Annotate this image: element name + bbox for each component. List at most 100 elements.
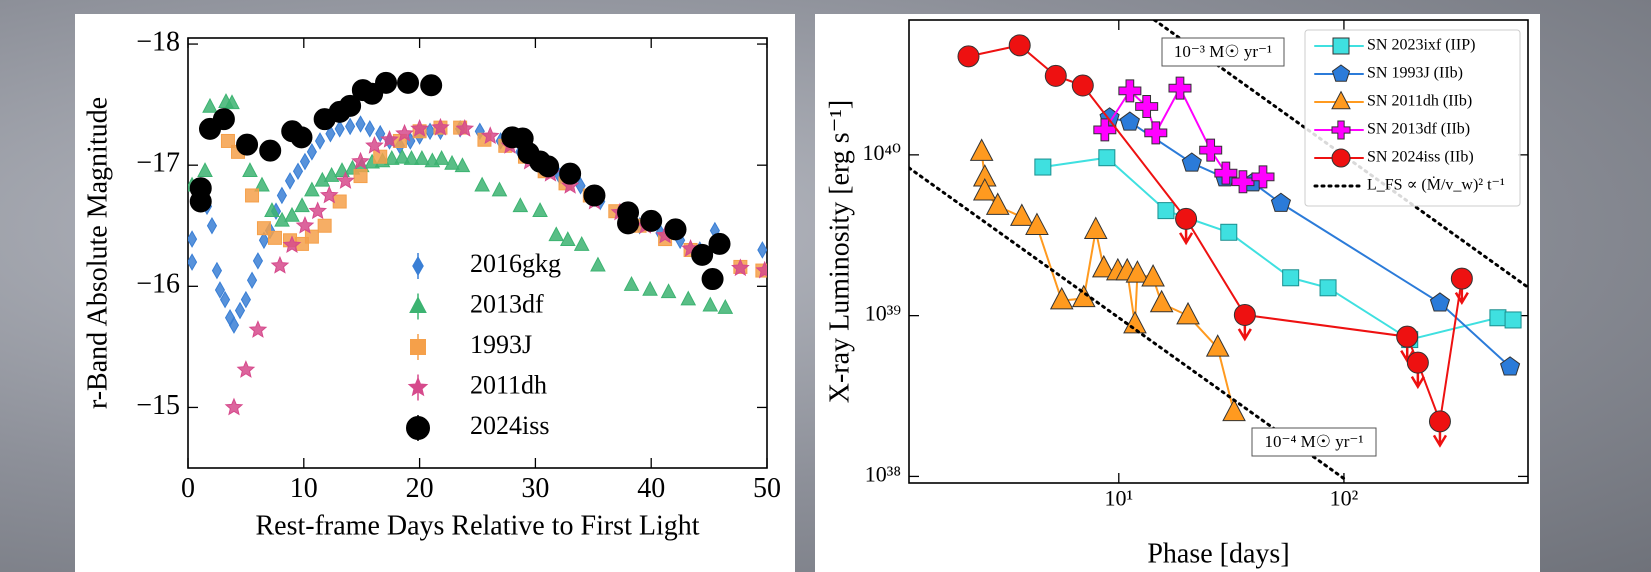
marker (1168, 76, 1192, 100)
marker (276, 186, 287, 205)
marker (491, 181, 508, 197)
legend-label: SN 2013df (IIb) (1367, 121, 1470, 138)
x-tick-label: 40 (637, 473, 665, 504)
marker (1499, 356, 1521, 376)
y-tick-label: −18 (136, 26, 180, 57)
marker (264, 202, 280, 217)
marker (664, 218, 687, 241)
marker (1141, 264, 1165, 287)
marker (1123, 310, 1147, 334)
y-tick-label: 10³⁹ (865, 301, 902, 326)
marker (1428, 410, 1451, 433)
marker (444, 154, 460, 170)
marker (1144, 121, 1168, 145)
marker (1429, 292, 1451, 312)
x-tick-label: 20 (406, 473, 434, 504)
marker (420, 74, 443, 97)
marker (256, 221, 271, 236)
marker (660, 283, 677, 299)
marker (985, 192, 1010, 215)
marker (246, 271, 258, 290)
y-tick-label: −15 (136, 390, 180, 421)
x-tick-label: 10 (290, 473, 318, 504)
marker (717, 298, 734, 314)
marker (242, 162, 258, 177)
marker (1083, 216, 1108, 239)
marker (480, 126, 500, 145)
marker (1396, 325, 1419, 348)
marker (1220, 223, 1238, 241)
marker (1098, 149, 1116, 167)
legend-label: L_FS ∝ (Ṁ/v_w)² t⁻¹ (1367, 176, 1505, 194)
marker (623, 275, 640, 291)
marker (1010, 203, 1034, 226)
marker (295, 215, 315, 234)
x-tick-label: 50 (753, 473, 781, 504)
plot-frame (908, 19, 1529, 484)
legend-label: SN 1993J (IIb) (1367, 65, 1463, 82)
legend-label: 2011dh (470, 370, 547, 399)
marker (188, 230, 198, 248)
marker (1157, 202, 1175, 220)
marker (325, 124, 336, 143)
marker (299, 152, 311, 171)
marker (559, 231, 576, 247)
marker (345, 117, 356, 136)
x-axis-label: Phase [days] (1147, 538, 1289, 569)
marker (240, 290, 251, 309)
marker (957, 45, 980, 68)
marker (455, 119, 475, 137)
marker (1175, 207, 1198, 230)
marker (1489, 309, 1507, 327)
marker (1319, 279, 1337, 297)
marker (336, 171, 355, 189)
y-tick-label: 10³⁸ (865, 461, 901, 486)
marker (252, 252, 264, 270)
marker (314, 132, 326, 150)
marker (373, 149, 388, 164)
annotation: 10⁻³ M☉ yr⁻¹ (1174, 42, 1272, 61)
marker (259, 139, 282, 162)
legend-marker (1331, 64, 1351, 82)
marker (267, 230, 282, 245)
marker (317, 218, 332, 233)
marker (410, 119, 429, 137)
x-tick-label: 0 (181, 473, 195, 504)
x-tick-label: 30 (521, 473, 549, 504)
left-panel (75, 14, 795, 572)
marker (512, 197, 529, 213)
legend-label: 2016gkg (470, 249, 561, 278)
y-axis-label: r-Band Absolute Magnitude (82, 97, 113, 409)
marker (1125, 260, 1150, 283)
marker (189, 190, 212, 213)
marker (702, 296, 719, 312)
marker (234, 301, 246, 320)
marker (1008, 34, 1031, 57)
marker (282, 235, 302, 254)
marker (583, 184, 606, 207)
marker (284, 206, 300, 222)
annotation-box (1251, 427, 1377, 457)
x-tick-label: 10¹ (1104, 486, 1133, 511)
marker (1091, 254, 1116, 278)
x-tick-label: 10² (1330, 486, 1359, 511)
marker (284, 172, 296, 190)
marker (474, 176, 490, 192)
marker (380, 129, 399, 148)
marker (290, 126, 313, 149)
plot-frame (187, 37, 768, 469)
marker (757, 241, 767, 259)
marker (1181, 152, 1202, 172)
marker (224, 397, 244, 416)
marker (972, 177, 997, 201)
marker (590, 256, 606, 272)
marker (1093, 118, 1117, 142)
marker (236, 360, 256, 378)
marker (414, 150, 430, 165)
marker (220, 133, 235, 148)
marker (1149, 289, 1174, 313)
marker (236, 133, 259, 156)
marker (197, 162, 213, 177)
y-axis-label: X-ray Luminosity [erg s⁻¹] (824, 100, 855, 403)
marker (431, 117, 450, 136)
